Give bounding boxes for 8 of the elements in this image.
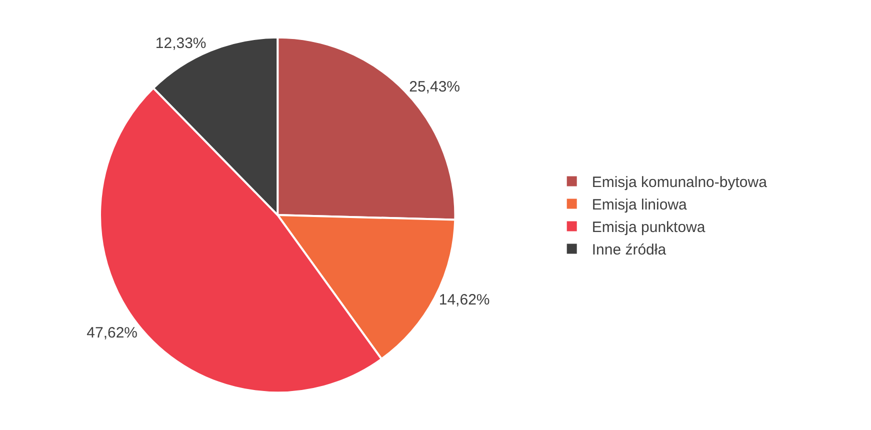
legend-label: Emisja liniowa [592,196,688,214]
data-label: 25,43% [409,78,460,96]
data-label: 12,33% [155,34,206,52]
data-label: 14,62% [438,291,490,308]
legend-label: Inne źródła [592,242,667,259]
legend-label: Emisja komunalno-bytowa [592,174,768,192]
legend-label: Emisja punktowa [592,219,706,236]
data-label: 47,62% [86,324,138,342]
